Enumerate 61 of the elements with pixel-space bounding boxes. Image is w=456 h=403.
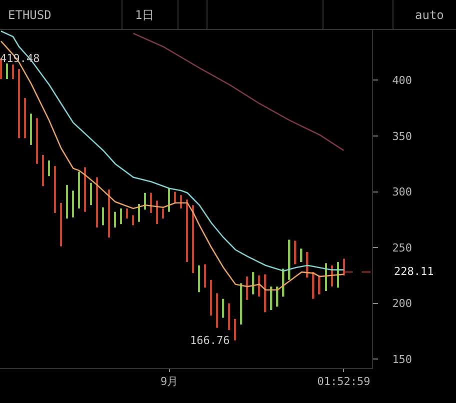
y-tick-label: 200 [392,297,412,310]
line-series [132,32,344,152]
bar [168,188,170,212]
bar [180,195,182,208]
bar [114,212,116,228]
bar [12,64,14,80]
bar [96,177,98,228]
bar [210,280,212,316]
bar [228,303,230,330]
bar [234,318,236,340]
bar [294,240,296,264]
bar [60,202,62,246]
bar [42,154,44,186]
bar [325,263,327,292]
bar [126,208,128,219]
text: auto [415,8,444,22]
bar [120,208,122,224]
bar [240,283,242,324]
bar [204,264,206,288]
bar [144,192,146,210]
bar [156,200,158,224]
bar [138,204,140,222]
bar [162,208,164,219]
bar [78,172,80,208]
annotation: 228.11 [394,265,434,278]
bar [48,160,50,176]
bar [312,272,314,299]
bar [90,182,92,206]
bar [54,166,56,213]
bar [84,167,86,212]
bar [288,240,290,280]
bar [192,205,194,274]
annotation: 166.76 [190,334,230,347]
bar [174,192,176,203]
bar [318,275,320,294]
bar [198,265,200,292]
bar [216,293,218,328]
y-tick-label: 150 [392,352,412,366]
bar [343,258,345,276]
text: 1日 [135,8,154,22]
bar [222,298,224,318]
bar [18,69,20,138]
bar [300,248,302,262]
bar [30,114,32,145]
bar [132,215,134,226]
bar [66,185,68,219]
bar [36,118,38,164]
chart-title: ETHUSD [8,8,52,22]
bar [102,207,104,226]
y-tick-label: 350 [392,130,412,143]
y-tick-label: 400 [392,74,412,88]
bar [24,98,26,138]
x-tick-label: 01:52:59 [317,375,370,388]
bar [150,192,152,213]
bar [108,190,110,238]
x-tick-label: 9月 [160,375,178,388]
y-tick-label: 250 [392,241,412,254]
y-tick-label: 300 [392,186,412,199]
bar [72,190,74,218]
bar [6,63,8,80]
bar [186,200,188,262]
